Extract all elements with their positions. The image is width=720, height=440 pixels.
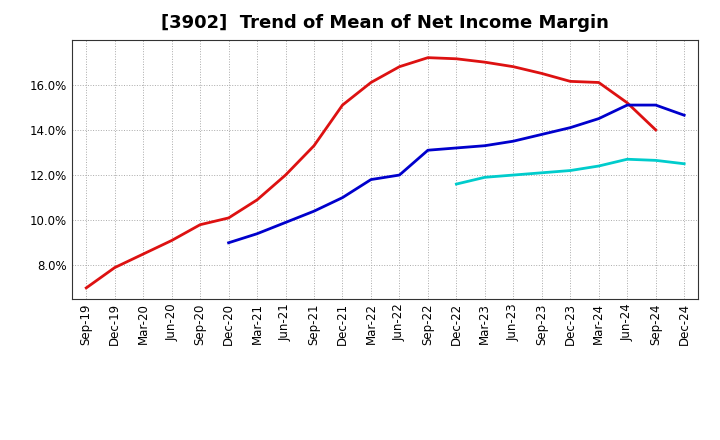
- 3 Years: [537, 71, 546, 76]
- 7 Years: [652, 158, 660, 163]
- 5 Years: [366, 177, 375, 182]
- 3 Years: [310, 143, 318, 148]
- 3 Years: [509, 64, 518, 70]
- 3 Years: [167, 238, 176, 243]
- 3 Years: [595, 80, 603, 85]
- 3 Years: [139, 251, 148, 257]
- 7 Years: [566, 168, 575, 173]
- 3 Years: [423, 55, 432, 60]
- Line: 7 Years: 7 Years: [456, 159, 684, 184]
- 7 Years: [680, 161, 688, 166]
- 5 Years: [623, 103, 631, 108]
- 5 Years: [225, 240, 233, 246]
- 5 Years: [253, 231, 261, 236]
- 3 Years: [566, 79, 575, 84]
- 7 Years: [537, 170, 546, 176]
- 5 Years: [509, 139, 518, 144]
- 3 Years: [480, 59, 489, 65]
- 3 Years: [338, 103, 347, 108]
- 5 Years: [452, 145, 461, 150]
- 3 Years: [623, 100, 631, 106]
- 5 Years: [395, 172, 404, 178]
- 3 Years: [282, 172, 290, 178]
- 7 Years: [452, 181, 461, 187]
- 5 Years: [423, 147, 432, 153]
- 3 Years: [196, 222, 204, 227]
- 5 Years: [680, 113, 688, 118]
- 7 Years: [623, 157, 631, 162]
- 3 Years: [652, 127, 660, 132]
- 3 Years: [366, 80, 375, 85]
- 3 Years: [452, 56, 461, 62]
- Line: 3 Years: 3 Years: [86, 58, 656, 288]
- 7 Years: [595, 163, 603, 169]
- 5 Years: [652, 103, 660, 108]
- 3 Years: [82, 285, 91, 290]
- 3 Years: [225, 215, 233, 220]
- 5 Years: [595, 116, 603, 121]
- 5 Years: [310, 209, 318, 214]
- 3 Years: [395, 64, 404, 70]
- Title: [3902]  Trend of Mean of Net Income Margin: [3902] Trend of Mean of Net Income Margi…: [161, 15, 609, 33]
- 3 Years: [253, 197, 261, 202]
- 7 Years: [509, 172, 518, 178]
- 5 Years: [537, 132, 546, 137]
- 7 Years: [480, 175, 489, 180]
- 5 Years: [480, 143, 489, 148]
- 5 Years: [566, 125, 575, 130]
- 5 Years: [338, 195, 347, 200]
- 3 Years: [110, 265, 119, 270]
- Line: 5 Years: 5 Years: [229, 105, 684, 243]
- 5 Years: [282, 220, 290, 225]
